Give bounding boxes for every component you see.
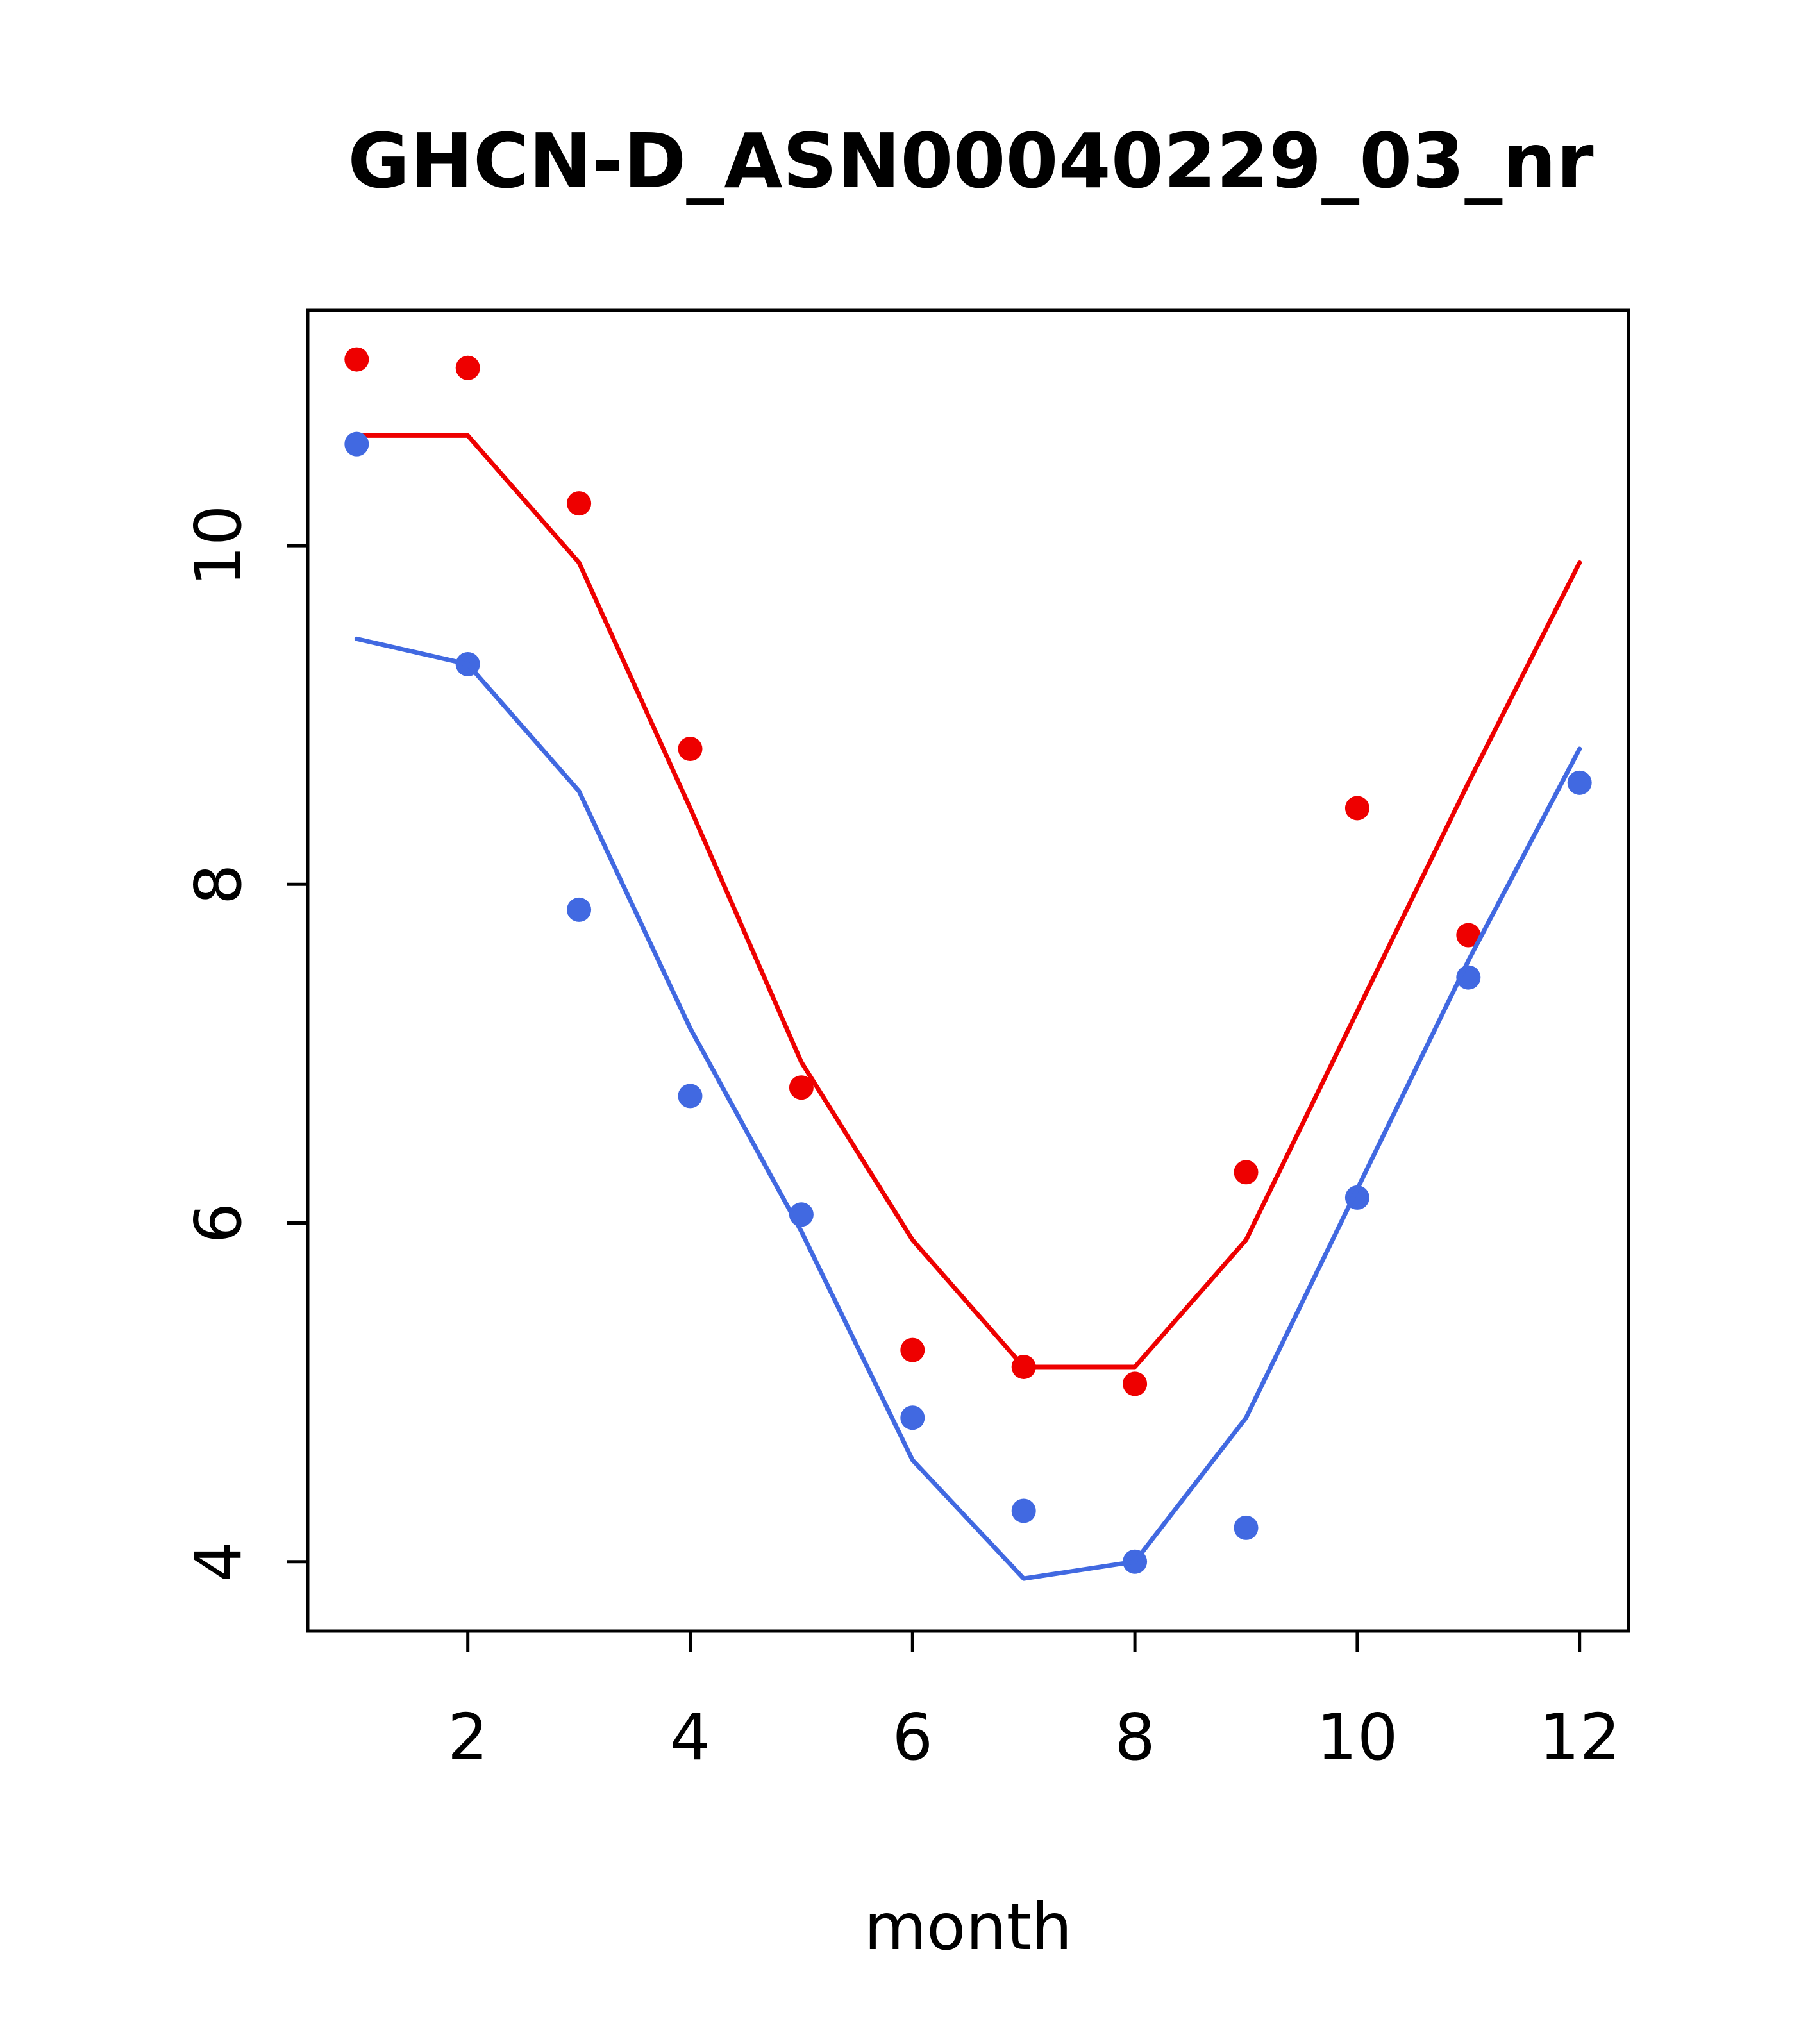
x-tick-label: 6 [892,1700,933,1775]
plot-area: 2 4 6 8 10 12 4 6 8 10 [181,308,1630,1775]
blue-points-point [344,431,369,457]
blue-line [354,636,1582,1581]
red-points-point [1123,1371,1148,1396]
red-points-point [678,737,703,762]
red-points-point [567,491,592,516]
red-points-point [789,1075,814,1100]
x-tick-label: 4 [670,1700,711,1775]
red-line [354,433,1582,1370]
x-tick-label: 2 [448,1700,489,1775]
red-points-point [1344,796,1369,821]
red-points-point [1234,1160,1259,1185]
y-tick-label: 10 [181,505,256,586]
x-tick-label: 10 [1316,1700,1398,1775]
blue-points-point [1011,1498,1036,1523]
blue-points-point [567,897,592,922]
blue-points-point [900,1405,925,1430]
x-tick-label: 12 [1539,1700,1620,1775]
y-tick-label: 6 [181,1203,256,1244]
x-axis-label: month [864,1889,1073,1964]
blue-points-point [678,1084,703,1109]
blue-points-point [1567,770,1592,795]
plot-box [306,308,1630,1633]
red-points-point [455,355,480,380]
x-tick-label: 8 [1114,1700,1155,1775]
y-tick-label: 4 [181,1541,256,1582]
blue-points-point [1234,1515,1259,1540]
red-points-point [344,347,369,372]
y-tick-label: 8 [181,864,256,905]
red-points-point [1456,923,1481,948]
red-points-point [900,1337,925,1362]
chart-title: GHCN-D_ASN00040229_03_nr [347,117,1593,205]
